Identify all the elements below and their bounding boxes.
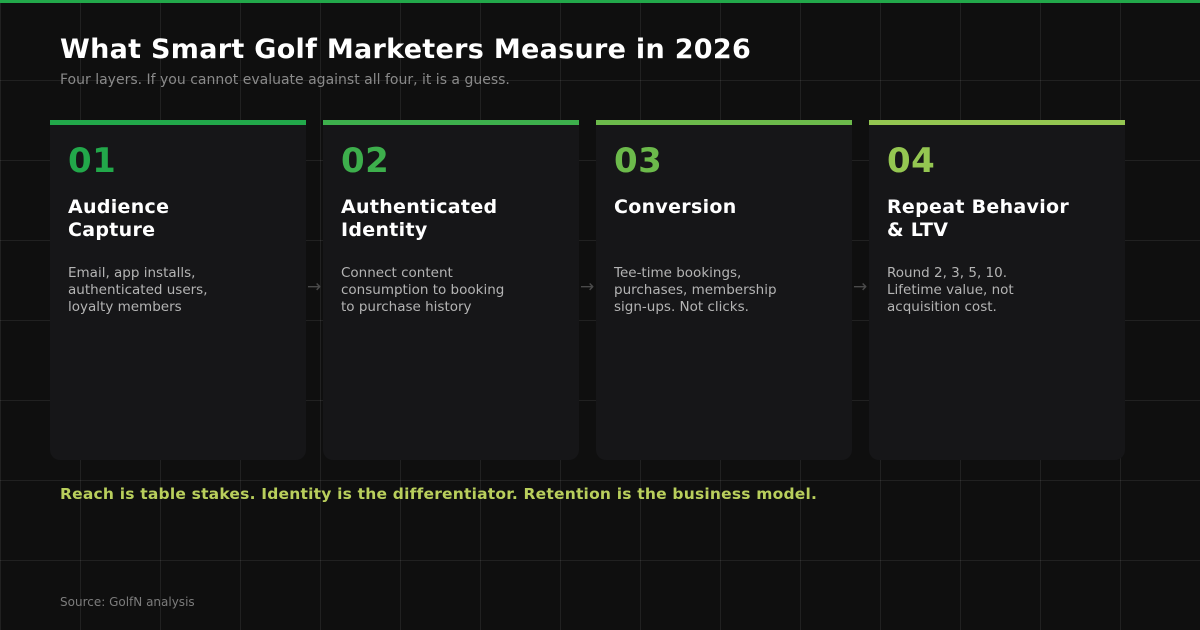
page-subtitle: Four layers. If you cannot evaluate agai…: [60, 72, 510, 88]
layer-card-accent-bar: [323, 120, 579, 125]
layer-card-conversion: 03 Conversion Tee-time bookings, purchas…: [596, 120, 852, 460]
layer-title: Conversion: [614, 196, 737, 218]
layer-number: 03: [614, 141, 663, 181]
layer-card-accent-bar: [50, 120, 306, 125]
layer-number: 01: [68, 141, 117, 181]
layer-description: Connect content consumption to booking t…: [341, 265, 505, 315]
layer-title: Authenticated Identity: [341, 196, 498, 241]
arrow-right-icon: →: [580, 277, 595, 297]
layer-number: 04: [887, 141, 936, 181]
layer-card-audience-capture: 01 Audience Capture Email, app installs,…: [50, 120, 306, 460]
layer-title: Audience Capture: [68, 196, 170, 241]
top-accent-bar: [0, 0, 1200, 3]
layer-card-authenticated-identity: 02 Authenticated Identity Connect conten…: [323, 120, 579, 460]
source-note: Source: GolfN analysis: [60, 595, 195, 609]
layer-card-accent-bar: [596, 120, 852, 125]
layer-title: Repeat Behavior & LTV: [887, 196, 1070, 241]
layer-description: Email, app installs, authenticated users…: [68, 265, 208, 315]
arrow-right-icon: →: [853, 277, 868, 297]
page-title: What Smart Golf Marketers Measure in 202…: [60, 34, 752, 65]
arrow-right-icon: →: [307, 277, 322, 297]
tagline: Reach is table stakes. Identity is the d…: [60, 485, 818, 503]
layer-description: Tee-time bookings, purchases, membership…: [614, 265, 777, 315]
layer-card-repeat-behavior: 04 Repeat Behavior & LTV Round 2, 3, 5, …: [869, 120, 1125, 460]
layer-card-accent-bar: [869, 120, 1125, 125]
layer-description: Round 2, 3, 5, 10. Lifetime value, not a…: [887, 265, 1014, 315]
layer-number: 02: [341, 141, 390, 181]
